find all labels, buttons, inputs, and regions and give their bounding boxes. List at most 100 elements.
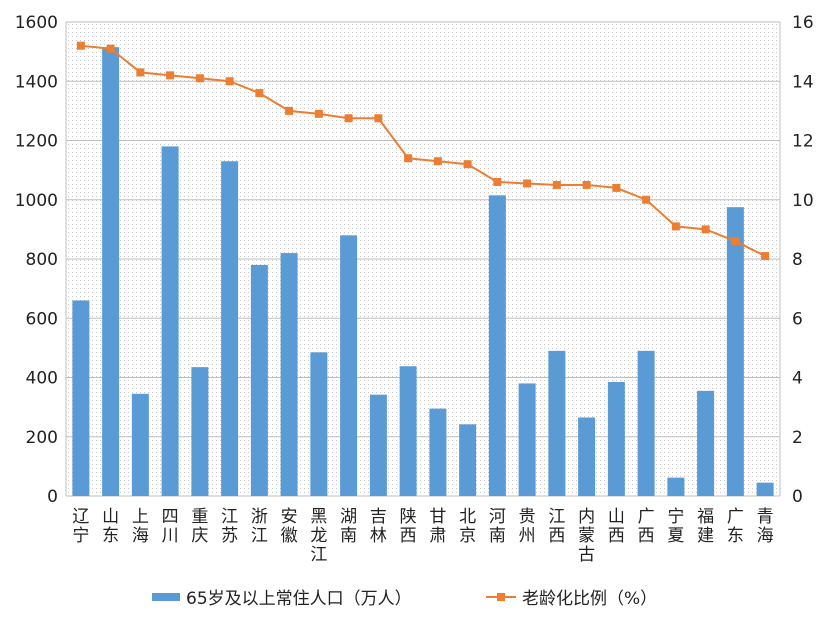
right-tick-label: 4: [792, 369, 803, 389]
line-point: [463, 160, 472, 169]
category-label: 黑龙江: [310, 507, 327, 565]
bar: [310, 352, 328, 496]
right-tick-label: 2: [792, 428, 803, 448]
line-point: [166, 71, 175, 80]
category-label: 陕西: [400, 507, 417, 546]
category-label: 江苏: [221, 507, 238, 546]
right-axis-ticks: 0 2 4 6 8 10 12 14 16: [792, 13, 814, 507]
line-point: [671, 222, 680, 231]
category-label: 福建: [697, 507, 714, 546]
category-label: 河南: [489, 507, 506, 546]
left-tick-label: 600: [26, 309, 58, 329]
category-label: 四川: [162, 507, 179, 546]
line-series: [76, 41, 770, 261]
category-label: 山东: [102, 507, 119, 546]
legend-line-marker: [497, 593, 505, 601]
left-tick-label: 1600: [15, 13, 58, 33]
legend-line-label: 老龄化比例（%）: [522, 589, 657, 609]
category-labels: 辽宁山东上海四川重庆江苏浙江安徽黑龙江湖南吉林陕西甘肃北京河南贵州江西内蒙古山西…: [72, 507, 773, 565]
left-tick-label: 1000: [15, 191, 58, 211]
bar: [191, 367, 209, 496]
line-point: [701, 225, 710, 234]
category-label: 北京: [459, 507, 476, 546]
line-point: [285, 106, 294, 115]
line-point: [731, 237, 740, 246]
left-tick-label: 400: [26, 369, 58, 389]
bar: [161, 146, 179, 497]
legend-bar-label: 65岁及以上常住人口（万人）: [186, 589, 412, 609]
bar: [637, 350, 655, 496]
line-point: [136, 68, 145, 77]
bar: [429, 408, 447, 496]
category-label: 山西: [608, 507, 625, 546]
bar: [102, 47, 120, 497]
right-tick-label: 12: [792, 132, 814, 152]
category-label: 甘肃: [429, 507, 446, 546]
category-label: 广东: [727, 507, 744, 546]
line-point: [404, 154, 413, 163]
category-label: 宁夏: [667, 507, 684, 546]
gridlines: [65, 21, 781, 497]
left-tick-label: 0: [47, 487, 58, 507]
category-label: 重庆: [191, 507, 208, 546]
bar: [340, 235, 358, 497]
category-label: 青海: [757, 507, 774, 546]
bar: [72, 300, 90, 496]
line-point: [612, 183, 621, 192]
bar: [459, 424, 477, 496]
left-axis-ticks: 0 200 400 600 800 1000 1200 1400 1600: [15, 13, 58, 507]
bar: [488, 195, 506, 496]
category-label: 吉林: [370, 507, 387, 546]
bar: [667, 477, 685, 496]
bar: [280, 253, 298, 496]
line-point: [493, 177, 502, 186]
line-point: [76, 41, 85, 50]
legend: 65岁及以上常住人口（万人） 老龄化比例（%）: [152, 589, 657, 609]
category-label: 内蒙古: [578, 507, 595, 565]
line-path: [80, 44, 766, 257]
right-tick-label: 10: [792, 191, 814, 211]
bar: [250, 264, 268, 496]
line-point: [255, 89, 264, 98]
line-point: [433, 157, 442, 166]
category-label: 安徽: [281, 507, 298, 546]
line-point: [374, 114, 383, 123]
bar: [578, 417, 596, 496]
line-point: [552, 180, 561, 189]
category-label: 浙江: [251, 507, 268, 546]
category-label: 辽宁: [72, 507, 89, 546]
bar: [697, 390, 715, 496]
category-label: 贵州: [519, 507, 536, 546]
category-label: 广西: [638, 507, 655, 546]
bar: [756, 482, 774, 496]
right-tick-label: 6: [792, 309, 803, 329]
left-tick-label: 1400: [15, 72, 58, 92]
category-label: 上海: [132, 507, 149, 546]
bar-series: [72, 47, 774, 497]
bar: [131, 393, 149, 496]
line-point: [225, 77, 234, 86]
bar: [726, 207, 744, 496]
line-point: [106, 44, 115, 53]
legend-bar-swatch: [152, 593, 180, 601]
line-point: [582, 180, 591, 189]
right-tick-label: 0: [792, 487, 803, 507]
right-tick-label: 16: [792, 13, 814, 33]
right-tick-label: 8: [792, 250, 803, 270]
line-point: [523, 179, 532, 188]
left-tick-label: 200: [26, 428, 58, 448]
right-tick-label: 14: [792, 72, 814, 92]
line-point: [314, 109, 323, 118]
bar: [518, 383, 536, 496]
line-point: [195, 74, 204, 83]
category-label: 湖南: [340, 507, 357, 546]
line-point: [344, 114, 353, 123]
bar: [221, 161, 239, 497]
line-point: [642, 195, 651, 204]
bar: [607, 381, 625, 496]
left-tick-label: 800: [26, 250, 58, 270]
bar: [369, 394, 387, 496]
category-label: 江西: [548, 507, 565, 546]
